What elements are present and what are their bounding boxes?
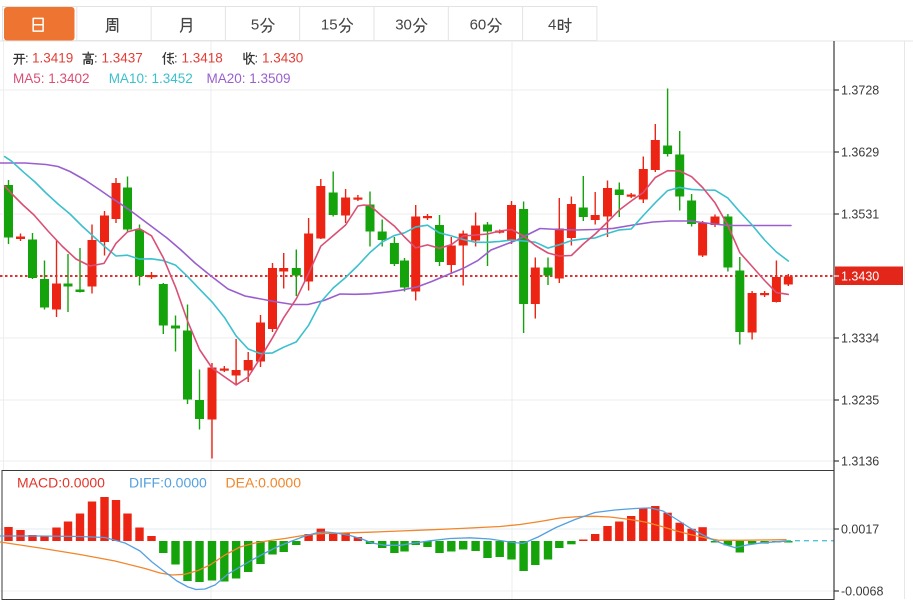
svg-text:MA10: 1.3452: MA10: 1.3452: [109, 71, 193, 86]
svg-text:1.3334: 1.3334: [841, 332, 879, 346]
svg-text:1.3430: 1.3430: [841, 270, 879, 284]
svg-text:1.3629: 1.3629: [841, 146, 879, 160]
svg-text:MA20: 1.3509: MA20: 1.3509: [207, 71, 291, 86]
svg-text:MACD:0.0000: MACD:0.0000: [17, 475, 105, 491]
svg-text:1.3136: 1.3136: [841, 455, 879, 469]
svg-text:1.3235: 1.3235: [841, 394, 879, 408]
svg-text:1.3728: 1.3728: [841, 84, 879, 98]
svg-text:DEA:0.0000: DEA:0.0000: [226, 475, 302, 491]
svg-text:1.3419: 1.3419: [32, 51, 73, 66]
svg-text::: :: [255, 51, 259, 66]
svg-text::: :: [174, 51, 178, 66]
svg-text::: :: [94, 51, 98, 66]
svg-text::: :: [25, 51, 29, 66]
svg-text:1.3430: 1.3430: [262, 51, 303, 66]
svg-text:0.0017: 0.0017: [841, 523, 879, 537]
svg-text:-0.0068: -0.0068: [841, 585, 883, 599]
svg-text:15: 15: [321, 17, 338, 34]
svg-text:1.3418: 1.3418: [182, 51, 223, 66]
svg-text:60: 60: [470, 17, 487, 34]
svg-text:5: 5: [251, 17, 259, 34]
svg-text:4: 4: [548, 17, 556, 34]
svg-text:MA5: 1.3402: MA5: 1.3402: [13, 71, 90, 86]
svg-text:1.3437: 1.3437: [102, 51, 143, 66]
svg-text:30: 30: [395, 17, 412, 34]
svg-text:DIFF:0.0000: DIFF:0.0000: [129, 475, 207, 491]
svg-text:1.3531: 1.3531: [841, 208, 879, 222]
